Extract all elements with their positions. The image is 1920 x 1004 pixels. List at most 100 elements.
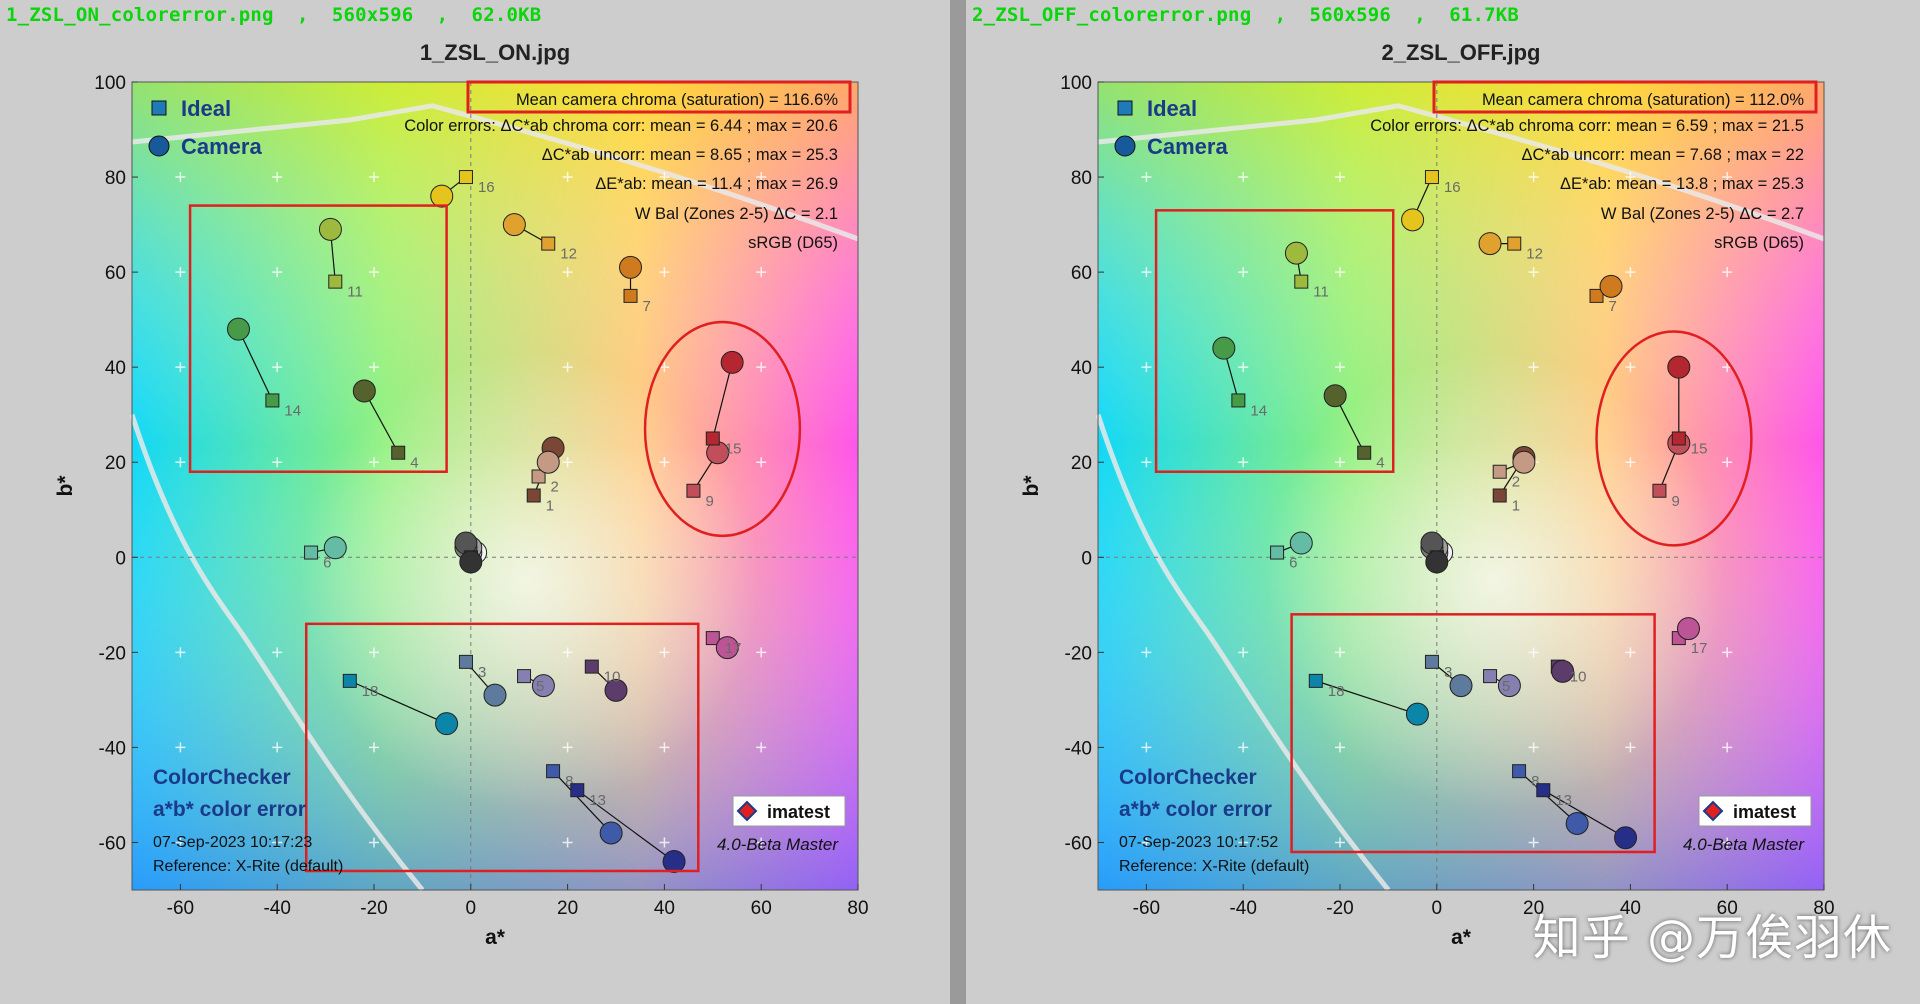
panel-divider[interactable]: [950, 0, 966, 1004]
patch-number-label: 16: [1444, 179, 1461, 196]
patch-number-label: 7: [1609, 298, 1617, 315]
footer-reference: Reference: X-Rite (default): [1119, 858, 1309, 875]
ideal-marker: [304, 545, 319, 560]
grid-cross: [369, 362, 379, 373]
gamut-boundary-upper: [1097, 103, 1825, 242]
y-tick-label: 80: [105, 168, 126, 189]
patch-number-label: 18: [362, 683, 379, 700]
camera-marker: [662, 849, 686, 873]
grid-cross: [659, 837, 670, 848]
grid-cross: [272, 267, 283, 278]
camera-marker: [1212, 336, 1236, 360]
camera-marker: [604, 678, 628, 702]
camera-marker: [1676, 617, 1700, 641]
patch-number-label: 6: [1289, 555, 1297, 572]
camera-marker: [715, 636, 739, 660]
patch-number-label: 14: [1250, 402, 1267, 419]
grid-cross: [175, 647, 186, 658]
patch-number-label: 2: [551, 478, 559, 495]
grid-cross: [1238, 362, 1249, 373]
grid-cross: [659, 742, 670, 753]
patch-number-label: 14: [284, 402, 301, 419]
grid-cross: [369, 172, 379, 183]
grid-cross: [1722, 837, 1733, 848]
imatest-logo-text: imatest: [1733, 802, 1796, 822]
y-tick-label: -20: [1065, 643, 1092, 664]
grid-cross: [272, 457, 283, 468]
ideal-marker: [1424, 654, 1439, 669]
right-panel: 2_ZSL_OFF_colorerror.png , 560x596 , 61.…: [966, 0, 1920, 1004]
ideal-marker: [1652, 483, 1667, 498]
ideal-marker: [705, 631, 720, 646]
ideal-marker: [1492, 488, 1507, 503]
error-line: [712, 362, 733, 439]
ideal-marker: [1231, 393, 1246, 408]
patch-number-label: 9: [1671, 493, 1679, 510]
patch-number-label: 10: [1570, 669, 1587, 686]
grid-cross: [562, 362, 573, 373]
footer-subtitle: a*b* color error: [153, 798, 306, 821]
mean-chroma-highlight: [466, 80, 852, 114]
grid-cross: [1722, 457, 1733, 468]
chroma-uncorr-errors: ΔC*ab uncorr: mean = 8.65 ; max = 25.3: [542, 146, 838, 164]
mean-chroma: Mean camera chroma (saturation) = 116.6%: [516, 91, 838, 109]
ideal-marker: [1492, 464, 1507, 479]
camera-marker: [1425, 550, 1449, 574]
camera-marker: [720, 350, 744, 374]
error-line: [1542, 789, 1626, 839]
y-tick-label: -20: [99, 643, 126, 664]
patch-number-label: 7: [643, 298, 651, 315]
grid-cross: [1625, 742, 1636, 753]
chroma-corr-errors: Color errors: ΔC*ab chroma corr: mean = …: [1370, 117, 1804, 135]
grid-cross: [1335, 742, 1345, 753]
ideal-marker: [584, 659, 599, 674]
highlight-ellipse: [1595, 330, 1753, 547]
patch-number-label: 3: [478, 664, 486, 681]
gamut-boundary-lower: [1095, 413, 1391, 892]
ideal-marker: [1536, 783, 1551, 798]
patch-number-label: 4: [1376, 455, 1384, 472]
grid-cross: [369, 457, 379, 468]
x-tick-label: -20: [360, 898, 387, 919]
y-tick-label: 20: [1071, 453, 1092, 474]
highlight-box: [188, 204, 448, 473]
grid-cross: [1528, 267, 1539, 278]
patch-number-label: 11: [347, 284, 363, 301]
ideal-marker: [1671, 431, 1686, 446]
camera-marker: [435, 712, 459, 736]
y-tick-label: 60: [105, 263, 126, 284]
y-tick-label: 100: [94, 73, 126, 94]
patch-number-label: 5: [536, 678, 544, 695]
mean-chroma-highlight: [1432, 80, 1818, 114]
grid-cross: [369, 267, 379, 278]
x-axis-label: a*: [1451, 926, 1472, 949]
legend-ideal-marker: [1117, 100, 1133, 116]
y-tick-label: 80: [1071, 168, 1092, 189]
grid-cross: [562, 267, 573, 278]
grid-cross: [1722, 267, 1733, 278]
imatest-logo-icon: [736, 800, 758, 822]
camera-marker: [1614, 826, 1638, 850]
grid-cross: [756, 742, 767, 753]
grid-cross: [1141, 647, 1152, 658]
grid-cross: [1238, 837, 1249, 848]
camera-marker: [430, 184, 454, 208]
patch-number-label: 8: [1531, 773, 1539, 790]
grid-cross: [369, 837, 379, 848]
camera-marker: [536, 450, 560, 474]
grid-cross: [1528, 172, 1539, 183]
grid-cross: [1238, 457, 1249, 468]
y-tick-label: 40: [105, 358, 126, 379]
error-line: [237, 328, 273, 401]
camera-marker: [226, 317, 250, 341]
grid-cross: [272, 742, 283, 753]
patch-number-label: 13: [589, 792, 606, 809]
y-tick-label: 0: [1081, 548, 1092, 569]
grid-cross: [1528, 362, 1539, 373]
y-tick-label: -40: [1065, 738, 1092, 759]
x-tick-label: 60: [1717, 898, 1738, 919]
grid-cross: [1335, 457, 1345, 468]
camera-marker: [318, 217, 342, 241]
y-tick-label: 0: [115, 548, 126, 569]
legend-camera-marker: [1114, 135, 1136, 157]
